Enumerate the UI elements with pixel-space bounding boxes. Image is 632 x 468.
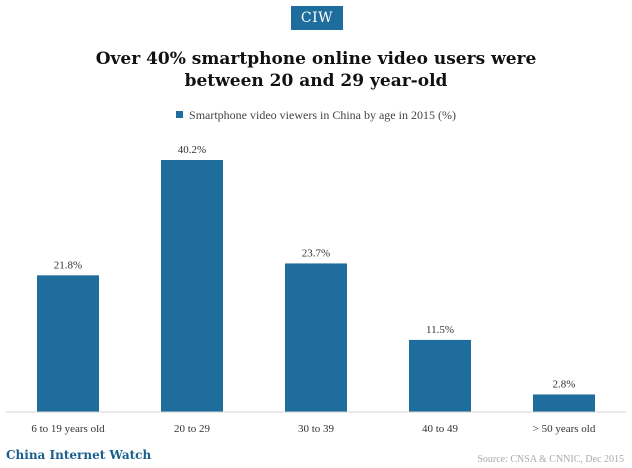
x-tick-label-3: 40 to 49 [422, 423, 459, 435]
x-tick-label-4: > 50 years old [533, 423, 596, 435]
bars-layer [37, 160, 595, 412]
x-tick-label-0: 6 to 19 years old [31, 423, 105, 435]
bar-0 [37, 275, 99, 412]
legend-swatch [176, 111, 184, 118]
labels-layer: 21.8% 6 to 19 years old 40.2% 20 to 29 23.7%… [31, 144, 596, 435]
bar-3 [409, 339, 471, 412]
data-label-0: 21.8% [54, 259, 82, 271]
chart-title: Over 40% smartphone online video users w… [0, 48, 632, 92]
x-tick-label-2: 30 to 39 [298, 423, 335, 435]
data-label-1: 40.2% [178, 144, 206, 156]
x-tick-label-1: 20 to 29 [174, 423, 211, 435]
chart-title-line-2: between 20 and 29 year-old [184, 71, 448, 91]
data-label-2: 23.7% [302, 247, 330, 259]
chart-title-line-1: Over 40% smartphone online video users w… [95, 49, 537, 69]
bar-4 [533, 394, 595, 412]
ciw-logo: CIW [291, 6, 343, 30]
data-label-4: 2.8% [553, 378, 576, 390]
legend-label: Smartphone video viewers in China by age… [189, 108, 456, 122]
footer-brand: China Internet Watch [6, 448, 152, 462]
bar-1 [161, 160, 223, 412]
bar-2 [285, 263, 347, 412]
data-label-3: 11.5% [426, 324, 454, 336]
source-note: Source: CNSA & CNNIC, Dec 2015 [477, 454, 624, 465]
chart-legend: Smartphone video viewers in China by age… [0, 108, 632, 123]
